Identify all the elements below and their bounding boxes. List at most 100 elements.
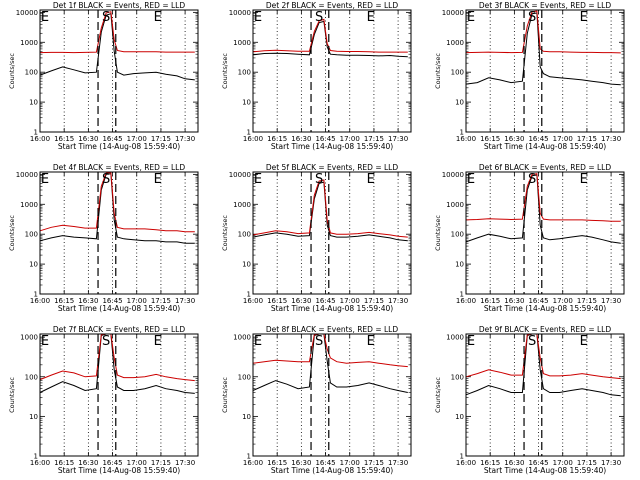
x-tick-label: 16:15	[267, 459, 287, 467]
annotation-label: S	[528, 172, 536, 187]
x-tick-label: 17:00	[553, 135, 573, 143]
plot-frame	[465, 171, 625, 295]
y-tick-label: 1000	[446, 334, 464, 342]
chart-panel-8: Det 8f BLACK = Events, RED = LLD 1 10 100 10…	[221, 325, 412, 475]
x-tick-label: 16:00	[243, 297, 263, 305]
annotation-label: E	[154, 10, 162, 25]
y-tick-label: 1000	[233, 39, 251, 47]
x-tick-label: 17:15	[364, 297, 384, 305]
x-tick-label: 17:15	[364, 459, 384, 467]
x-tick-label: 17:30	[601, 135, 621, 143]
y-tick-label: 100	[25, 69, 38, 77]
plot-frame	[465, 333, 625, 457]
series-line-lld	[252, 333, 408, 368]
annotation-label: E	[41, 172, 49, 187]
x-tick-label: 17:00	[127, 135, 147, 143]
y-tick-label: 1000	[233, 334, 251, 342]
chart-panel-6: Det 6f BLACK = Events, RED = LLD 1 10 100 10…	[434, 163, 625, 313]
x-tick-label: 16:45	[102, 459, 122, 467]
y-tick-label: 10	[455, 261, 464, 269]
plot-frame	[39, 333, 199, 457]
y-tick-label: 10000	[442, 171, 464, 179]
chart-title: Det 6f BLACK = Events, RED = LLD	[479, 163, 612, 172]
x-tick-label: 16:30	[291, 297, 311, 305]
y-tick-label: 1	[247, 291, 251, 299]
y-tick-label: 1	[34, 291, 38, 299]
series-line-lld	[39, 172, 195, 233]
series-line-events	[465, 333, 621, 397]
chart-title: Det 9f BLACK = Events, RED = LLD	[479, 325, 612, 334]
plot-frame	[252, 171, 412, 295]
x-tick-label: 16:30	[78, 459, 98, 467]
chart-panel-7: Det 7f BLACK = Events, RED = LLD 1 10 100 10…	[8, 325, 199, 475]
x-tick-label: 17:30	[388, 297, 408, 305]
y-tick-label: 100	[451, 69, 464, 77]
x-tick-label: 17:15	[151, 135, 171, 143]
chart-panel-3: Det 3f BLACK = Events, RED = LLD 1 10 100 10…	[434, 1, 625, 151]
y-tick-label: 1	[247, 453, 251, 461]
series-line-lld	[252, 18, 408, 53]
x-tick-label: 17:00	[553, 297, 573, 305]
x-axis-label: Start Time (14-Aug-08 15:59:40)	[484, 304, 606, 313]
y-axis-label: Counts/sec	[8, 53, 16, 89]
annotation-label: S	[528, 10, 536, 25]
x-tick-label: 16:00	[456, 135, 476, 143]
x-tick-label: 17:30	[175, 135, 195, 143]
x-tick-label: 17:00	[127, 297, 147, 305]
x-tick-label: 17:15	[577, 135, 597, 143]
annotation-label: S	[528, 334, 536, 349]
y-tick-label: 10	[455, 99, 464, 107]
x-tick-label: 17:30	[388, 135, 408, 143]
y-axis-label: Counts/sec	[8, 215, 16, 251]
x-tick-label: 17:15	[364, 135, 384, 143]
annotation-label: E	[41, 334, 49, 349]
y-axis-label: Counts/sec	[8, 377, 16, 413]
chart-panel-1: Det 1f BLACK = Events, RED = LLD 1 10 100 10…	[8, 1, 199, 151]
y-tick-label: 100	[25, 373, 38, 381]
y-tick-label: 1000	[20, 334, 38, 342]
x-tick-label: 16:30	[504, 135, 524, 143]
x-tick-label: 16:30	[504, 459, 524, 467]
series-line-events	[252, 181, 408, 242]
y-tick-label: 1	[460, 453, 464, 461]
chart-panel-4: Det 4f BLACK = Events, RED = LLD 1 10 100 10…	[8, 163, 199, 313]
y-tick-label: 10	[242, 261, 251, 269]
annotation-label: E	[154, 172, 162, 187]
series-line-events	[39, 333, 195, 394]
x-tick-label: 17:15	[151, 459, 171, 467]
series-line-lld	[39, 11, 195, 54]
y-tick-label: 1000	[446, 39, 464, 47]
x-tick-label: 16:15	[480, 135, 500, 143]
x-tick-label: 16:15	[267, 297, 287, 305]
x-axis-label: Start Time (14-Aug-08 15:59:40)	[484, 142, 606, 151]
x-tick-label: 16:15	[267, 135, 287, 143]
series-line-lld	[465, 10, 621, 54]
annotation-label: S	[315, 172, 323, 187]
series-line-events	[465, 12, 621, 86]
annotation-label: S	[102, 172, 110, 187]
y-tick-label: 10	[242, 99, 251, 107]
x-axis-label: Start Time (14-Aug-08 15:59:40)	[271, 304, 393, 313]
x-tick-label: 16:00	[30, 459, 50, 467]
chart-title: Det 7f BLACK = Events, RED = LLD	[53, 325, 186, 334]
x-tick-label: 17:00	[553, 459, 573, 467]
annotation-label: E	[580, 10, 588, 25]
y-axis-label: Counts/sec	[434, 377, 442, 413]
x-tick-label: 16:00	[30, 297, 50, 305]
x-tick-label: 16:00	[456, 297, 476, 305]
x-tick-label: 17:00	[127, 459, 147, 467]
annotation-label: E	[254, 10, 262, 25]
series-line-events	[465, 174, 621, 244]
series-line-lld	[252, 179, 408, 238]
annotation-label: E	[580, 334, 588, 349]
y-axis-label: Counts/sec	[221, 377, 229, 413]
y-tick-label: 100	[25, 231, 38, 239]
y-tick-label: 10	[242, 413, 251, 421]
plot-frame	[465, 9, 625, 133]
annotation-label: E	[467, 172, 475, 187]
x-tick-label: 16:45	[528, 135, 548, 143]
y-tick-label: 1000	[20, 201, 38, 209]
y-tick-label: 10	[455, 413, 464, 421]
chart-title: Det 3f BLACK = Events, RED = LLD	[479, 1, 612, 10]
annotation-label: E	[367, 172, 375, 187]
